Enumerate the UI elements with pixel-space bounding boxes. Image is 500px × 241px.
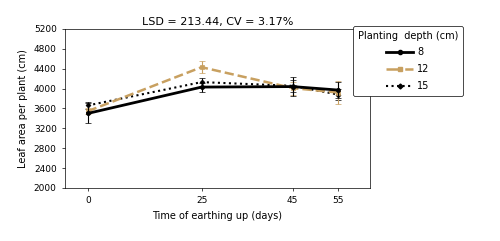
Title: LSD = 213.44, CV = 3.17%: LSD = 213.44, CV = 3.17% <box>142 17 293 27</box>
X-axis label: Time of earthing up (days): Time of earthing up (days) <box>152 211 282 221</box>
Legend: 8, 12, 15: 8, 12, 15 <box>352 26 463 96</box>
Y-axis label: Leaf area per plant (cm): Leaf area per plant (cm) <box>18 49 28 168</box>
